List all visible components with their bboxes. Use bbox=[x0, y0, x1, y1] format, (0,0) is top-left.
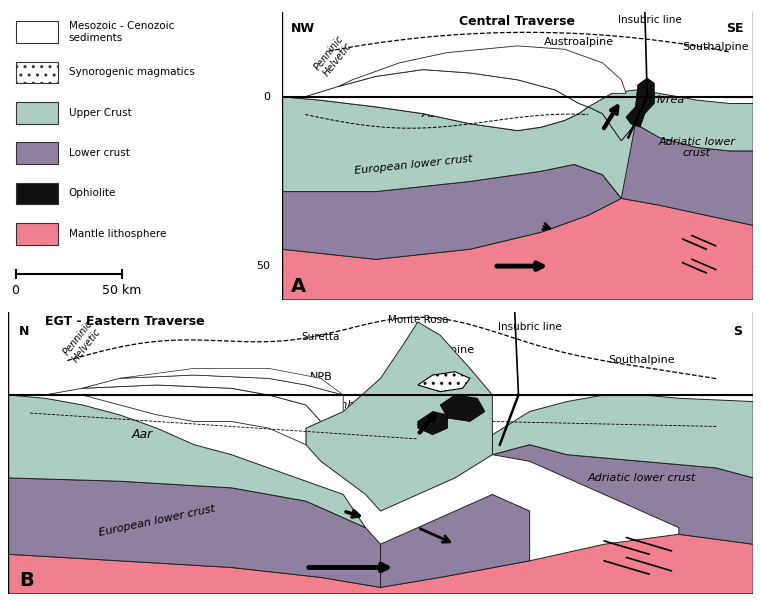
Text: Suretta: Suretta bbox=[301, 332, 340, 342]
Text: 50 km: 50 km bbox=[103, 284, 142, 297]
Text: 0: 0 bbox=[263, 92, 269, 102]
Bar bbox=[15, 182, 58, 204]
Bar bbox=[15, 102, 58, 124]
Polygon shape bbox=[380, 494, 530, 587]
Polygon shape bbox=[306, 322, 492, 511]
Text: S: S bbox=[733, 325, 742, 338]
Polygon shape bbox=[82, 375, 343, 421]
Text: European lower crust: European lower crust bbox=[354, 153, 473, 176]
Text: European lower crust: European lower crust bbox=[97, 504, 216, 538]
Polygon shape bbox=[8, 395, 365, 527]
Polygon shape bbox=[635, 78, 654, 113]
Text: Adriatic lower crust: Adriatic lower crust bbox=[587, 473, 696, 483]
Polygon shape bbox=[45, 385, 321, 445]
Text: NW: NW bbox=[291, 22, 315, 35]
Text: Southalpine: Southalpine bbox=[683, 43, 749, 52]
Text: Austroalpine: Austroalpine bbox=[405, 345, 475, 355]
Polygon shape bbox=[418, 372, 470, 392]
Text: Synorogenic magmatics: Synorogenic magmatics bbox=[68, 67, 195, 77]
Polygon shape bbox=[626, 107, 645, 127]
Bar bbox=[15, 223, 58, 245]
Polygon shape bbox=[418, 412, 447, 435]
Text: Gotthard: Gotthard bbox=[516, 102, 566, 112]
Text: Aar: Aar bbox=[131, 428, 152, 441]
Text: Lower crust: Lower crust bbox=[68, 148, 129, 158]
Text: A: A bbox=[291, 277, 306, 296]
Text: Ivrea: Ivrea bbox=[657, 95, 685, 105]
Polygon shape bbox=[588, 90, 753, 151]
Polygon shape bbox=[440, 395, 485, 421]
Text: Upper Crust: Upper Crust bbox=[68, 108, 132, 118]
Text: Penninic
Helvetic: Penninic Helvetic bbox=[312, 33, 355, 79]
Polygon shape bbox=[282, 70, 588, 131]
Polygon shape bbox=[8, 534, 753, 594]
Text: Insubric line: Insubric line bbox=[498, 322, 562, 332]
Text: Adula: Adula bbox=[372, 420, 404, 430]
Text: Tambo: Tambo bbox=[325, 400, 361, 410]
Polygon shape bbox=[8, 478, 380, 587]
Text: EGT - Eastern Traverse: EGT - Eastern Traverse bbox=[45, 316, 205, 328]
Polygon shape bbox=[282, 164, 621, 259]
Polygon shape bbox=[492, 445, 753, 544]
Text: Adriatic lower
crust: Adriatic lower crust bbox=[658, 137, 735, 158]
Text: Insubric line: Insubric line bbox=[618, 16, 681, 25]
Text: Simano: Simano bbox=[330, 446, 371, 457]
Text: Southalpine: Southalpine bbox=[608, 355, 675, 365]
Bar bbox=[15, 62, 58, 83]
Text: Central Traverse: Central Traverse bbox=[460, 16, 575, 28]
Text: B: B bbox=[19, 571, 33, 590]
Polygon shape bbox=[282, 97, 635, 199]
Text: N: N bbox=[19, 325, 29, 338]
Text: Mantle lithosphere: Mantle lithosphere bbox=[68, 229, 166, 239]
Text: Mesozoic - Cenozoic
sediments: Mesozoic - Cenozoic sediments bbox=[68, 22, 174, 43]
Polygon shape bbox=[338, 46, 626, 107]
Text: 0: 0 bbox=[11, 284, 20, 297]
Polygon shape bbox=[574, 124, 753, 226]
Text: Aar: Aar bbox=[422, 107, 443, 120]
Bar bbox=[15, 22, 58, 43]
Text: Austroalpine: Austroalpine bbox=[544, 37, 614, 47]
Polygon shape bbox=[492, 395, 753, 478]
Text: Penninic
Helvetic: Penninic Helvetic bbox=[61, 319, 103, 365]
Polygon shape bbox=[119, 368, 343, 395]
Text: SE: SE bbox=[727, 22, 744, 35]
Text: Ophiolite: Ophiolite bbox=[68, 188, 116, 199]
Text: Lucomagno: Lucomagno bbox=[385, 473, 451, 483]
Text: Monte Rosa: Monte Rosa bbox=[387, 316, 448, 325]
Text: 50: 50 bbox=[256, 261, 269, 271]
Polygon shape bbox=[282, 199, 753, 300]
Bar bbox=[15, 142, 58, 164]
Text: NPB: NPB bbox=[310, 371, 333, 382]
